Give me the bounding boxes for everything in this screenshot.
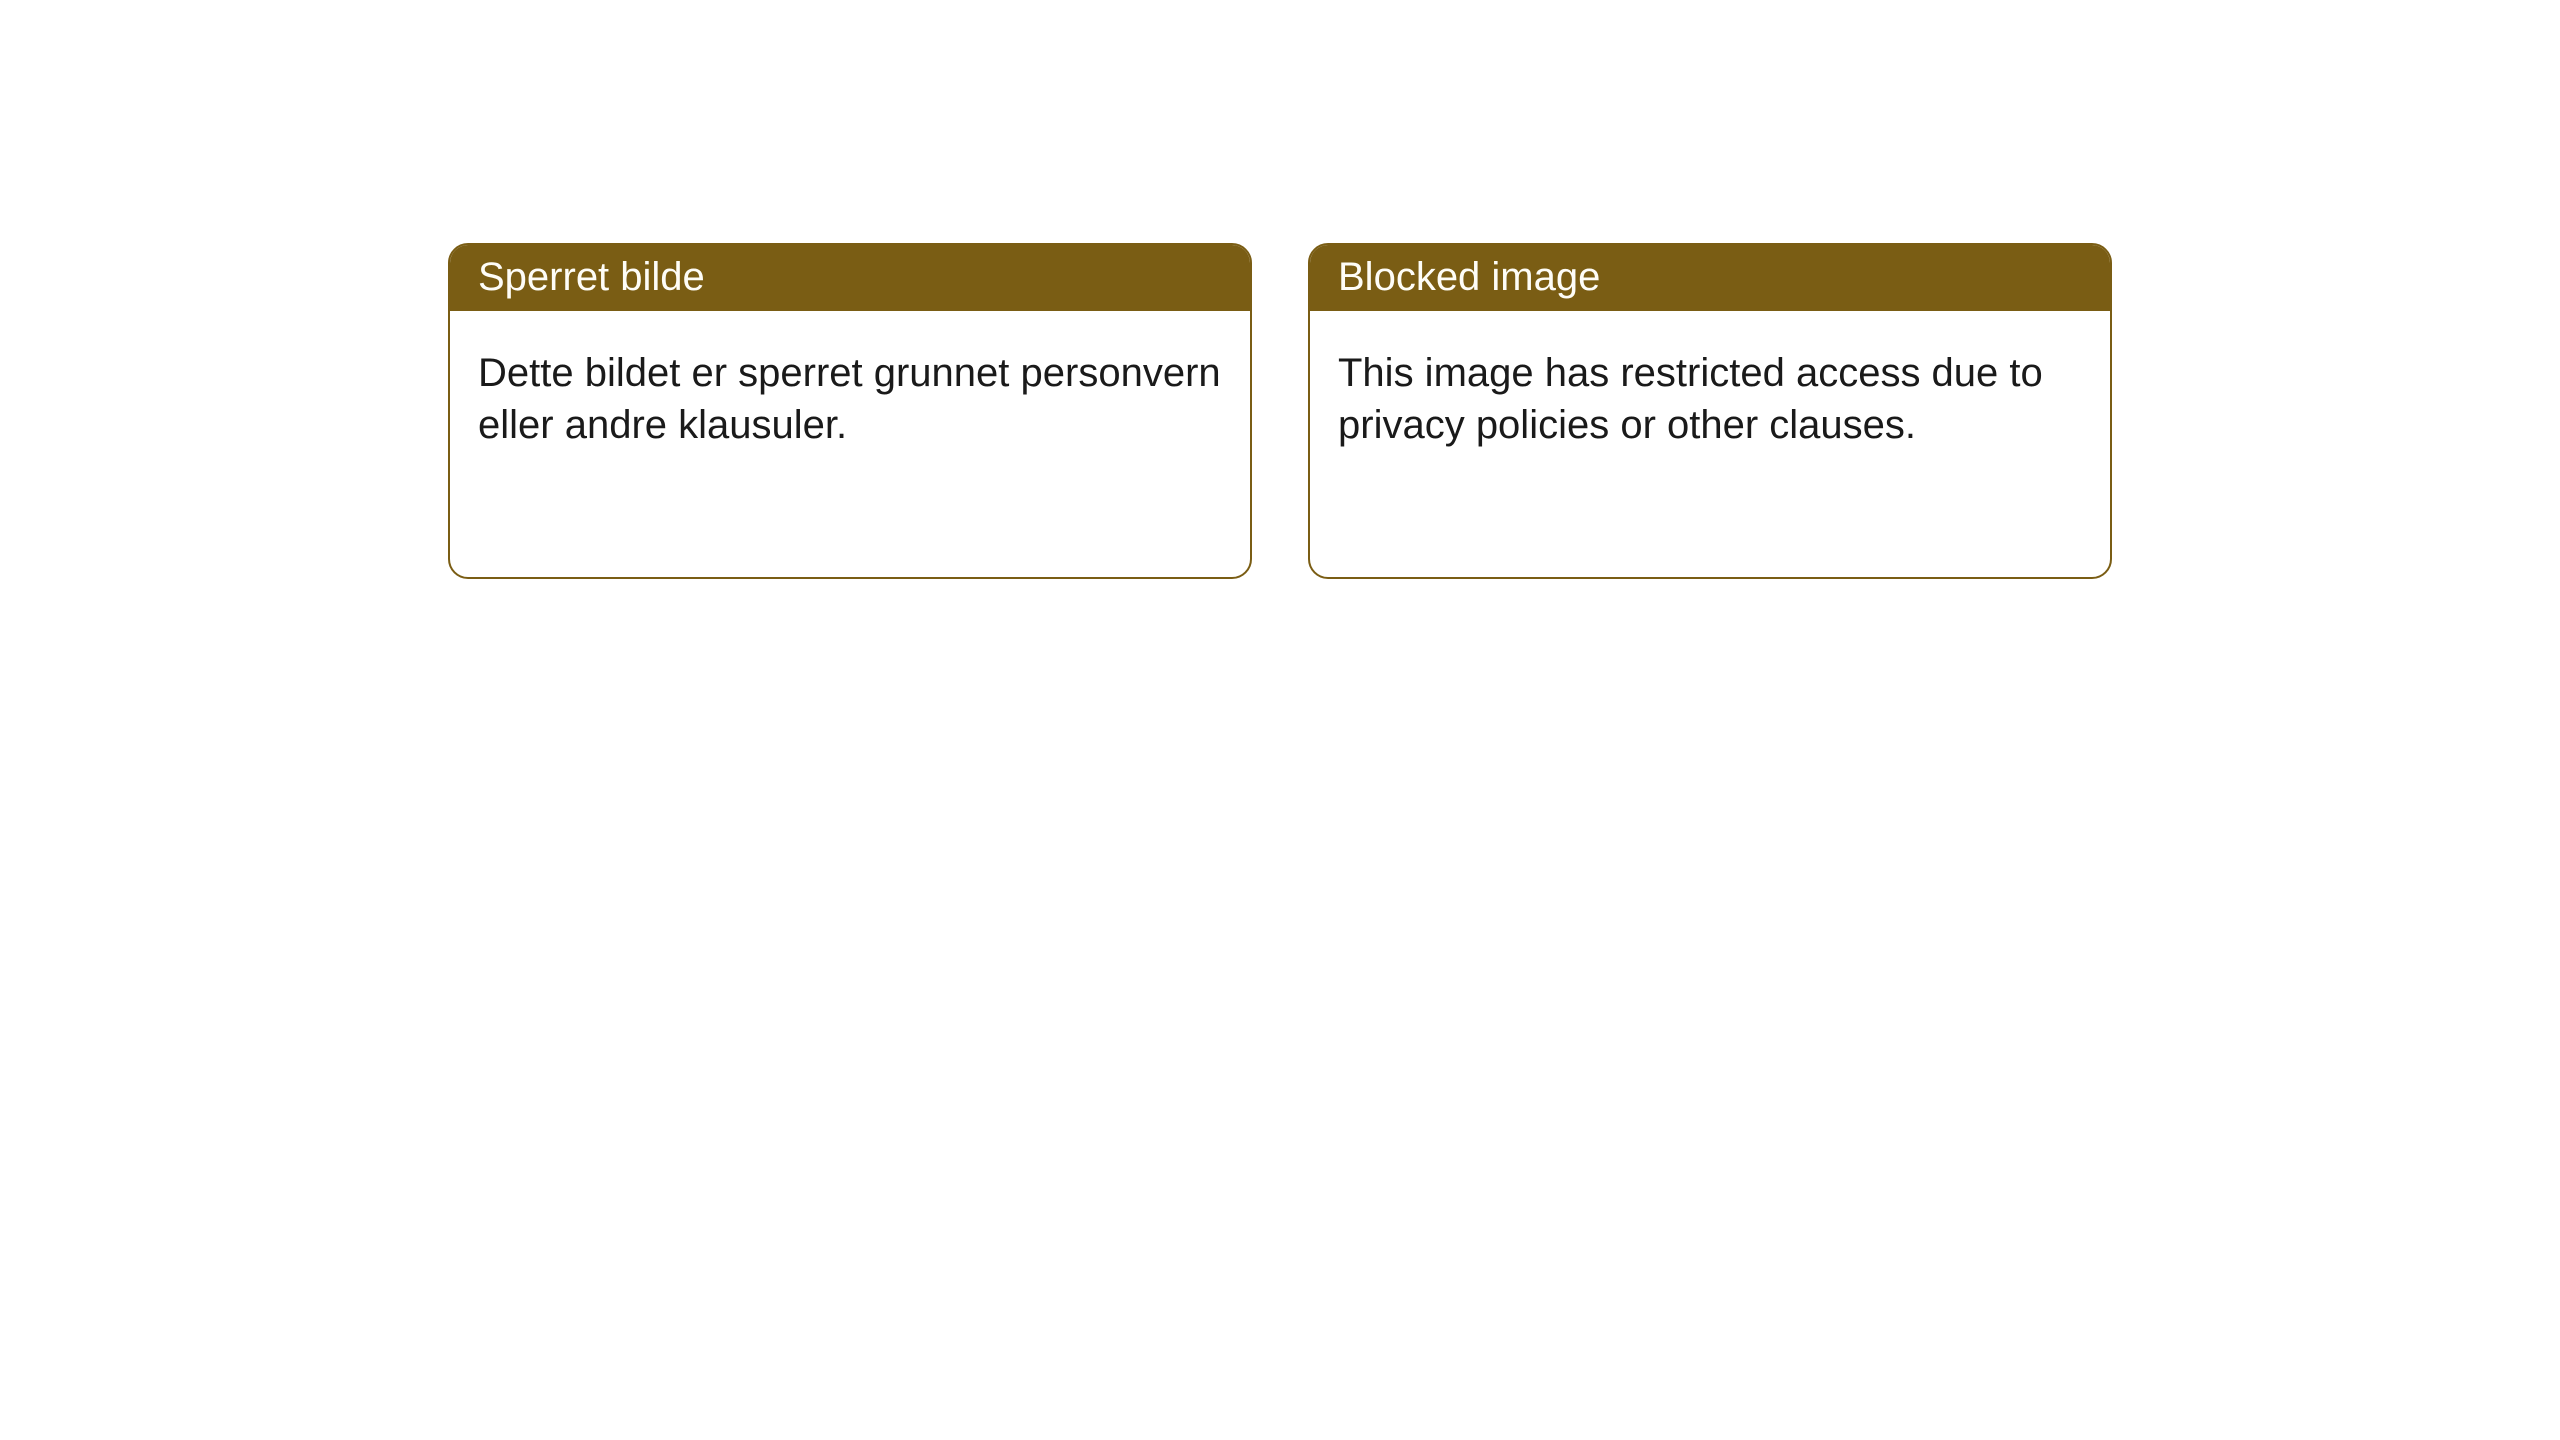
notice-header: Blocked image — [1310, 245, 2110, 311]
notice-container: Sperret bilde Dette bildet er sperret gr… — [0, 0, 2560, 579]
notice-card-english: Blocked image This image has restricted … — [1308, 243, 2112, 579]
notice-body: Dette bildet er sperret grunnet personve… — [450, 311, 1250, 479]
notice-body: This image has restricted access due to … — [1310, 311, 2110, 479]
notice-card-norwegian: Sperret bilde Dette bildet er sperret gr… — [448, 243, 1252, 579]
notice-header: Sperret bilde — [450, 245, 1250, 311]
